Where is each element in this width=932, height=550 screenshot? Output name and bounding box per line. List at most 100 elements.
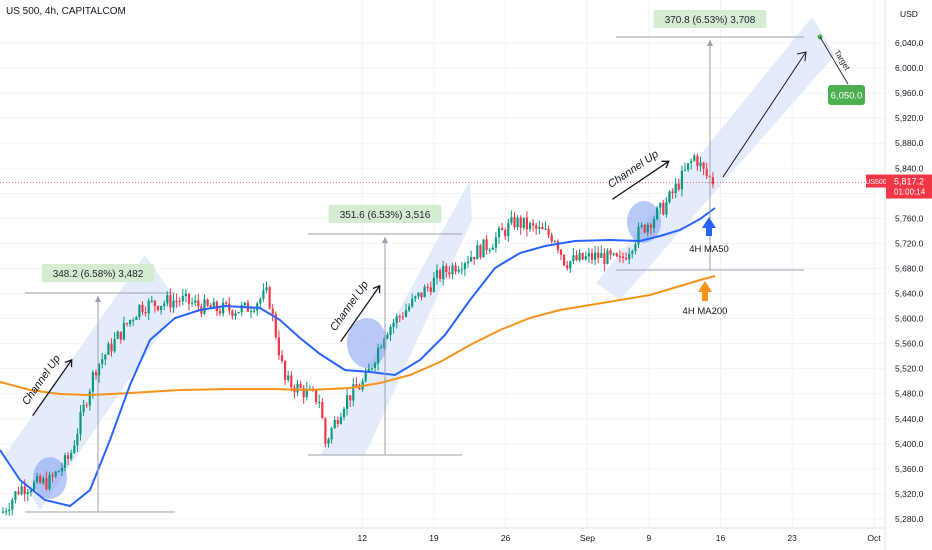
candle-body	[172, 300, 175, 308]
candle-body	[20, 486, 23, 495]
measure-label-1-box	[41, 264, 155, 282]
candle-body	[550, 235, 553, 242]
candle-body	[383, 338, 386, 348]
candle-body	[132, 319, 135, 321]
candle-body	[107, 343, 110, 355]
time-tick-label: 16	[716, 533, 726, 543]
candle-body	[699, 162, 702, 167]
candle-body	[547, 228, 550, 236]
candle-body	[253, 310, 256, 312]
candle-body	[445, 266, 448, 273]
candle-body	[426, 286, 429, 288]
price-tick-label: 5,360.0	[895, 464, 924, 474]
candle-body	[572, 255, 575, 262]
candle-body	[466, 261, 470, 264]
candle-body	[454, 265, 457, 272]
candle-body	[194, 300, 197, 303]
candle-body	[48, 475, 51, 490]
candle-body	[76, 434, 79, 446]
candle-body	[485, 239, 488, 251]
candle-body	[299, 383, 302, 388]
candle-body	[659, 202, 662, 208]
price-tick-label: 5,640.0	[895, 289, 924, 299]
candle-body	[476, 245, 479, 260]
candle-body	[166, 295, 169, 304]
candle-body	[652, 219, 656, 229]
candle-body	[79, 411, 82, 435]
candle-body	[262, 290, 265, 299]
candle-body	[324, 418, 327, 444]
candle-body	[556, 241, 559, 250]
candle-body	[169, 295, 172, 308]
candle-body	[225, 302, 228, 304]
channel-label-3: Channel Up	[606, 148, 670, 200]
candle-body	[535, 225, 538, 229]
candle-body	[404, 310, 408, 317]
candle-body	[116, 331, 119, 339]
candle-body	[181, 295, 184, 302]
price-axis-panel	[885, 0, 932, 550]
candle-body	[677, 183, 680, 190]
candle-body	[51, 475, 54, 477]
candle-body	[587, 253, 590, 257]
time-tick-label: Oct	[867, 533, 881, 543]
candle-body	[39, 476, 42, 483]
price-tick-label: 5,280.0	[895, 514, 924, 524]
channel-label-3-arrow	[612, 160, 670, 200]
candle-body	[628, 253, 631, 260]
candle-body	[129, 320, 132, 325]
candle-body	[634, 244, 637, 252]
target-arrow	[722, 51, 807, 178]
candle-body	[29, 490, 32, 493]
candle-body	[36, 476, 39, 482]
candle-body	[175, 300, 178, 302]
candle-body	[82, 404, 85, 412]
candle-body	[494, 237, 497, 248]
candle-body	[98, 363, 101, 376]
candle-body	[150, 300, 153, 302]
measure-arrow-1-head	[95, 296, 101, 302]
candle-body	[665, 202, 668, 215]
candle-body	[470, 256, 473, 262]
price-tick-label: 5,760.0	[895, 213, 924, 223]
candle-body	[696, 155, 699, 167]
candle-body	[501, 228, 504, 231]
currency-label: USD	[900, 9, 918, 19]
price-tick-label: 5,840.0	[895, 163, 924, 173]
candle-body	[370, 368, 373, 370]
candle-body	[88, 391, 91, 406]
candle-body	[377, 347, 380, 364]
price-tick-label: 6,000.0	[895, 63, 924, 73]
candle-body	[656, 207, 659, 220]
candle-body	[57, 471, 60, 473]
candle-body	[423, 286, 426, 298]
candle-body	[125, 323, 129, 325]
candle-body	[135, 317, 138, 320]
time-tick-label: 26	[501, 533, 511, 543]
candle-body	[575, 255, 578, 261]
ma200-line	[0, 275, 716, 397]
candle-body	[67, 455, 70, 459]
candle-body	[448, 272, 451, 275]
candle-body	[615, 253, 618, 257]
candle-body	[460, 269, 463, 271]
candle-body	[85, 404, 88, 406]
chart-header: US 500, 4h, CAPITALCOM	[6, 6, 126, 17]
candle-body	[156, 306, 160, 311]
candle-body	[625, 257, 628, 260]
candle-body	[597, 252, 600, 258]
price-tick-label: 5,520.0	[895, 364, 924, 374]
candle-body	[138, 304, 141, 318]
candle-body	[302, 387, 305, 398]
candle-body	[683, 169, 687, 171]
candle-body	[147, 300, 150, 314]
ma50-arrow-icon	[702, 217, 716, 236]
candle-body	[352, 384, 355, 401]
candle-body	[203, 299, 206, 314]
price-tag-value: 5,817.2	[894, 177, 924, 187]
candle-body	[122, 323, 125, 340]
ma50-line	[0, 207, 716, 508]
candle-body	[212, 301, 215, 309]
target-connector	[819, 36, 849, 85]
